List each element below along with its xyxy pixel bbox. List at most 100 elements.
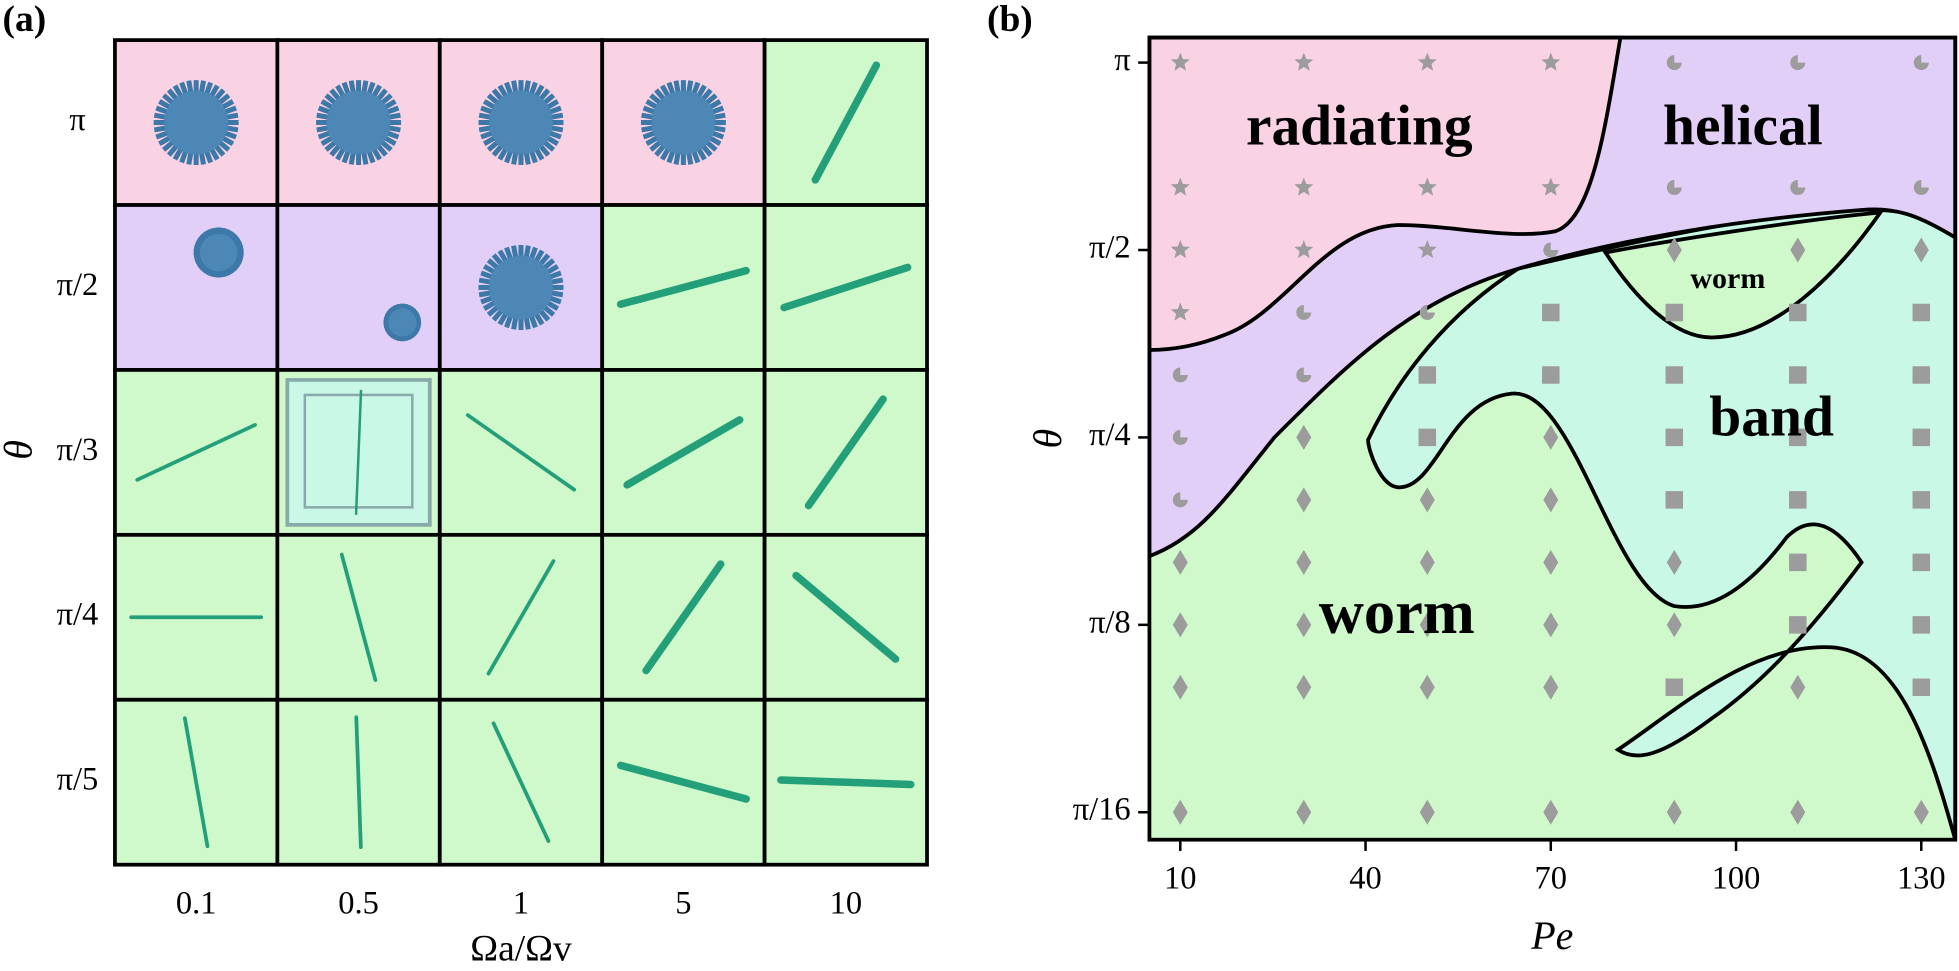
marker-square (1542, 303, 1560, 322)
col-label: 1 (513, 885, 529, 921)
marker-star (1294, 240, 1314, 259)
cluster (164, 90, 229, 155)
worm (465, 413, 577, 492)
worm (616, 761, 750, 803)
row-label: π/3 (57, 432, 99, 468)
x-tick-label: 40 (1349, 860, 1381, 896)
radiating-region (1147, 35, 1623, 352)
marker-square (1789, 303, 1807, 322)
marker-helix (1172, 367, 1188, 383)
worm (811, 61, 881, 184)
cell (275, 203, 442, 372)
marker-square (1789, 553, 1807, 572)
y-tick-label: π/8 (1089, 604, 1131, 640)
marker-star (1170, 177, 1190, 196)
marker-square (1912, 553, 1931, 572)
marker-square (1665, 303, 1684, 322)
marker-square (1789, 366, 1807, 384)
marker-diamond (1543, 674, 1559, 700)
y-axis-label: θ (0, 440, 41, 460)
y-tick-label: π/2 (1089, 229, 1131, 265)
x-tick-label: 100 (1712, 860, 1761, 896)
marker-square (1542, 366, 1560, 384)
worm (135, 423, 257, 482)
marker-diamond (1172, 799, 1188, 825)
marker-star (1417, 240, 1437, 259)
col-label: 10 (830, 885, 862, 921)
worm (804, 395, 887, 510)
worm (339, 552, 378, 682)
marker-helix (1666, 55, 1682, 71)
marker-diamond (1790, 237, 1806, 263)
x-axis-label: Pe (1530, 913, 1573, 958)
marker-diamond (1296, 612, 1312, 638)
marker-diamond (1666, 799, 1682, 825)
marker-diamond (1296, 799, 1312, 825)
x-tick-label: 70 (1535, 860, 1567, 896)
marker-square (1789, 491, 1807, 509)
region-label: worm (1690, 262, 1765, 295)
x-tick-label: 130 (1897, 860, 1946, 896)
marker-diamond (1296, 487, 1312, 513)
marker-helix (1172, 429, 1188, 445)
marker-square (1912, 616, 1931, 634)
marker-diamond (1296, 674, 1312, 700)
marker-star (1294, 52, 1314, 71)
worm (792, 571, 900, 663)
x-tick-label: 10 (1164, 860, 1196, 896)
panel-a: (a) π π/2 π/3 π/4 π/5 0.1 0.5 1 5 10 Ωa/Ωv θ (0, 0, 929, 970)
marker-square (1912, 678, 1931, 697)
y-tick-label: π/4 (1089, 417, 1131, 453)
cluster (199, 233, 238, 272)
panel-b: (b) π π/2 π/4 π/8 π/16 10 40 70 100 130 Pe θ radiatin… (987, 0, 1958, 958)
marker-diamond (1543, 487, 1559, 513)
marker-diamond (1543, 799, 1559, 825)
marker-star (1170, 52, 1190, 71)
marker-diamond (1913, 799, 1929, 825)
box-inner (303, 393, 414, 509)
region-label: worm (1319, 577, 1475, 647)
marker-helix (1666, 180, 1682, 196)
marker-diamond (1172, 549, 1188, 575)
marker-diamond (1913, 237, 1929, 263)
marker-helix (1296, 304, 1312, 320)
marker-square (1665, 428, 1684, 447)
panel-label: (a) (2, 0, 46, 40)
row-label: π/5 (57, 762, 99, 798)
marker-diamond (1790, 799, 1806, 825)
worm (780, 263, 912, 312)
marker-helix (1296, 367, 1312, 383)
marker-helix (1543, 242, 1559, 258)
y-tick-label: π/16 (1073, 792, 1131, 828)
marker-square (1789, 616, 1807, 634)
marker-star (1294, 177, 1314, 196)
marker-star (1541, 52, 1561, 71)
col-label: 0.1 (176, 885, 217, 921)
marker-diamond (1543, 549, 1559, 575)
row-label: π/4 (57, 597, 99, 633)
cell (762, 203, 929, 372)
marker-star (1541, 177, 1561, 196)
cell (113, 203, 280, 372)
col-label: 0.5 (338, 885, 379, 921)
worm (491, 721, 551, 843)
worm (642, 560, 725, 675)
marker-square (1665, 678, 1684, 697)
marker-square (1912, 428, 1931, 447)
marker-square (1912, 303, 1931, 322)
marker-star (1170, 240, 1190, 259)
marker-helix (1790, 55, 1806, 71)
worm (623, 416, 744, 489)
y-axis-label: θ (1025, 429, 1070, 449)
marker-square (1912, 491, 1931, 509)
marker-helix (1419, 304, 1435, 320)
cluster (489, 255, 553, 320)
marker-diamond (1790, 674, 1806, 700)
marker-star (1417, 52, 1437, 71)
marker-diamond (1172, 674, 1188, 700)
worm (354, 715, 363, 850)
marker-helix (1913, 180, 1929, 196)
marker-helix (1790, 180, 1806, 196)
region-label: helical (1663, 94, 1823, 157)
